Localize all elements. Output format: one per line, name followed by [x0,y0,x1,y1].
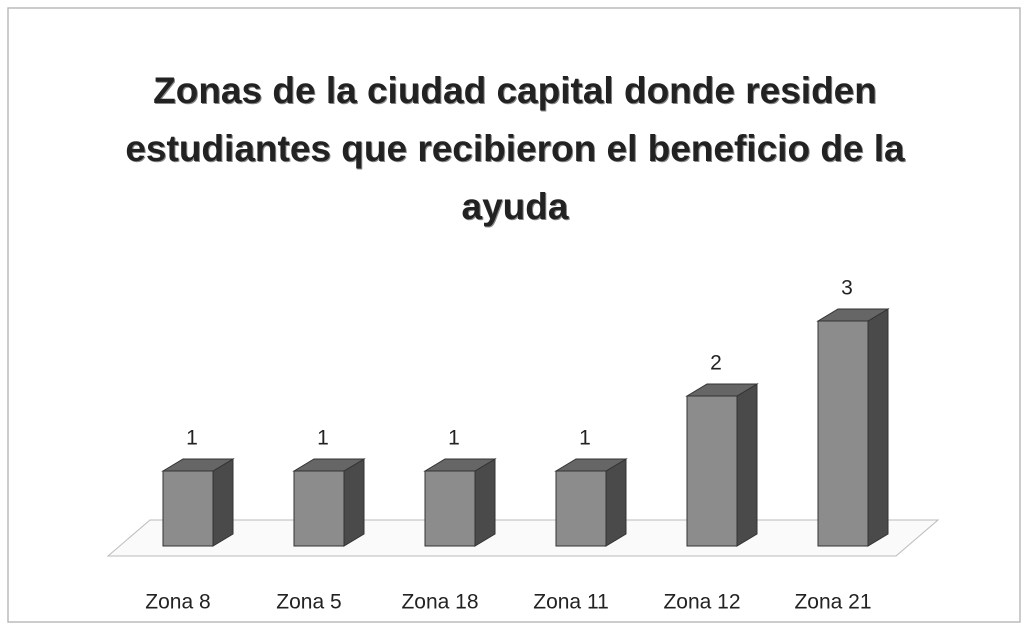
bar-side [736,383,758,547]
data-label: 3 [841,277,853,300]
x-tick-label: Zona 5 [276,591,341,614]
x-tick-label: Zona 12 [663,591,740,614]
bar [161,458,235,547]
bar [292,458,366,547]
x-tick-label: Zona 18 [401,591,478,614]
chart-title: Zonas de la ciudad capital donde residen… [125,70,905,227]
data-label: 1 [186,427,198,450]
data-label: 1 [317,427,329,450]
bar [816,308,890,547]
bar [685,383,759,547]
bar-front [293,470,345,547]
bar-side [867,308,889,547]
bar-front [686,395,738,547]
bar-side [343,458,365,547]
data-label: 1 [448,427,460,450]
bar-front [555,470,607,547]
data-label: 2 [710,352,722,375]
bar [423,458,497,547]
x-tick-label: Zona 8 [145,591,210,614]
data-label: 1 [579,427,591,450]
x-tick-label: Zona 21 [794,591,871,614]
chart-border [7,7,1021,623]
bar [554,458,628,547]
bar-front [162,470,214,547]
bar-side [212,458,234,547]
bar-side [474,458,496,547]
x-tick-label: Zona 11 [533,591,609,614]
bar-side [605,458,627,547]
bar-front [424,470,476,547]
bar-front [817,320,869,547]
